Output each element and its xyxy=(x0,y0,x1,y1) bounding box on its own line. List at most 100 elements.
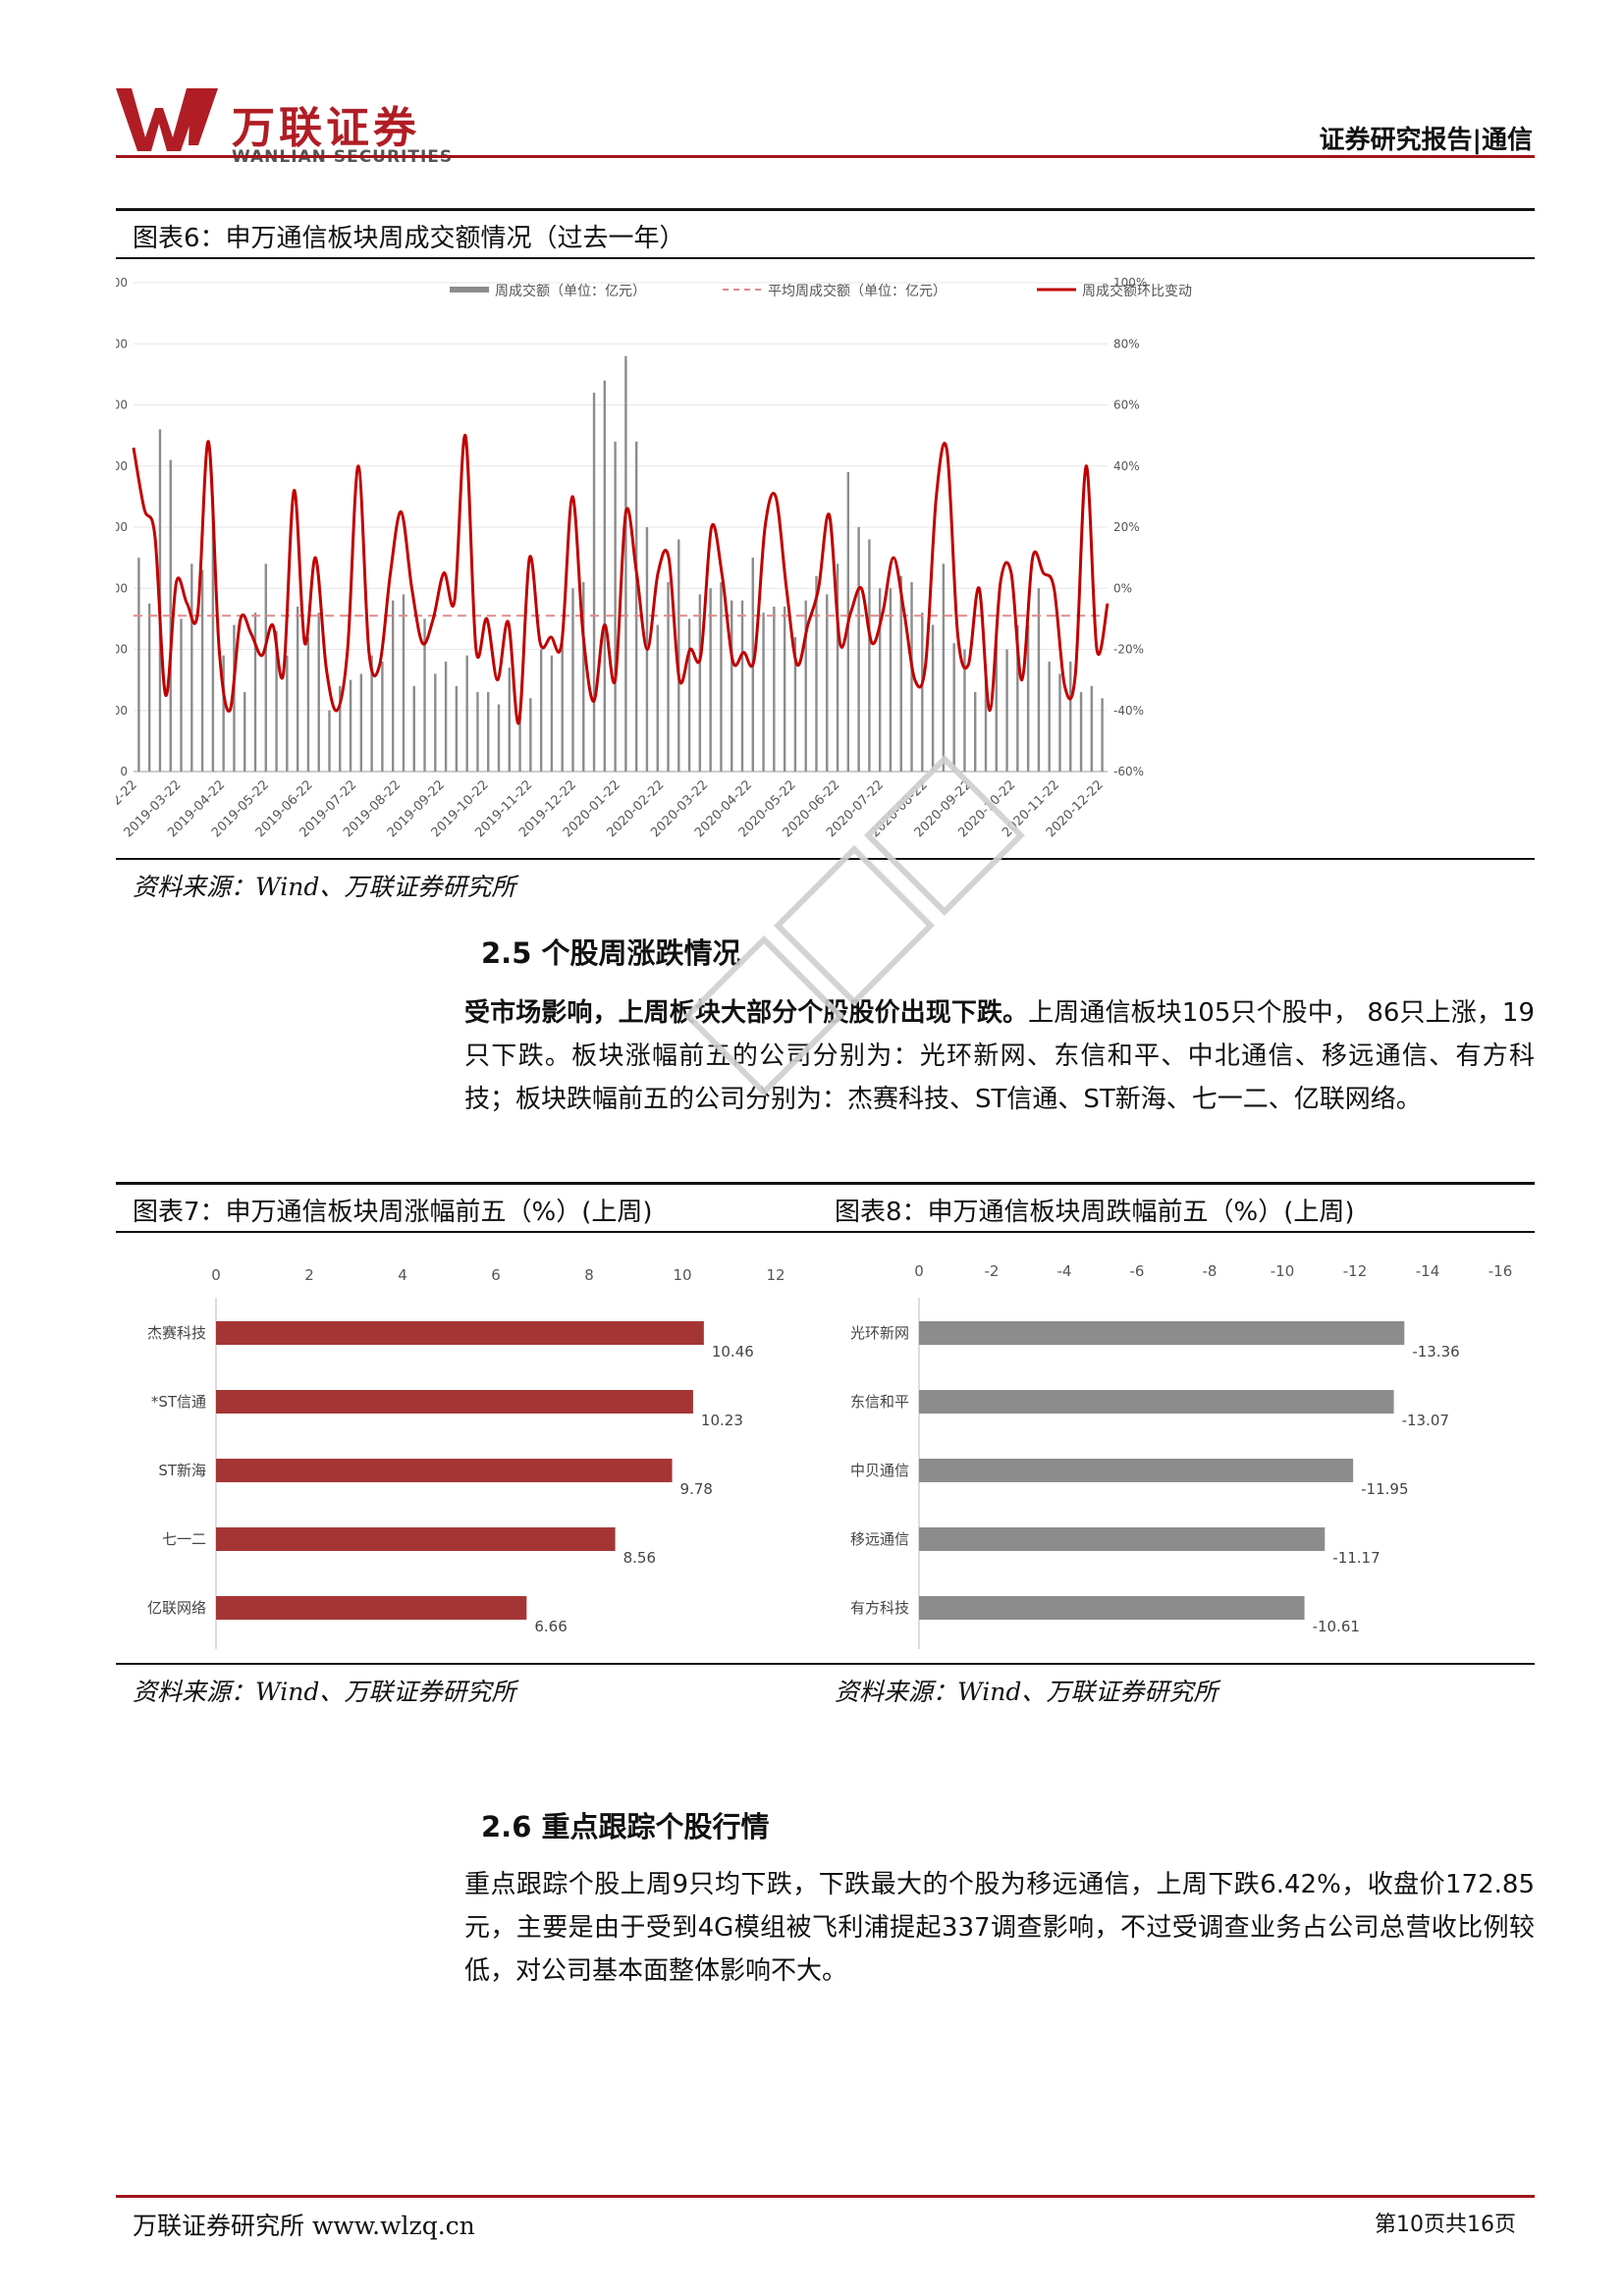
logo-cn-text: 万联证券 xyxy=(232,103,420,153)
volume-bar xyxy=(222,655,225,772)
value-bar xyxy=(216,1527,616,1551)
figure78-bottom-rule xyxy=(116,1663,1535,1665)
category-label: 有方科技 xyxy=(850,1599,909,1617)
y-right-tick-label: 0% xyxy=(1113,581,1132,595)
volume-bar xyxy=(826,594,829,772)
section-2-6-heading: 2.6 重点跟踪个股行情 xyxy=(481,1810,770,1843)
volume-bar xyxy=(603,380,607,772)
volume-bar xyxy=(1016,624,1019,772)
x-tick-label: 6 xyxy=(491,1266,501,1284)
value-label: 8.56 xyxy=(623,1549,656,1567)
volume-bar xyxy=(889,588,893,772)
volume-bar xyxy=(550,655,554,772)
volume-bar xyxy=(740,600,744,772)
legend-bar-swatch xyxy=(450,287,489,293)
category-label: 亿联网络 xyxy=(147,1599,206,1617)
figure7-source: 资料来源：Wind、万联证券研究所 xyxy=(133,1678,516,1706)
value-bar xyxy=(919,1527,1326,1551)
volume-bar xyxy=(624,355,627,772)
volume-bar xyxy=(868,539,871,772)
report-type: 证券研究报告|通信 xyxy=(1319,126,1534,155)
section-2-6-paragraph: 重点跟踪个股上周9只均下跌，下跌最大的个股为移远通信，上周下跌6.42%，收盘价… xyxy=(464,1870,1535,1986)
volume-bar xyxy=(381,661,384,772)
volume-bar xyxy=(931,624,935,772)
volume-bar xyxy=(487,692,490,772)
y-right-tick-label: -40% xyxy=(1113,704,1144,718)
volume-bar xyxy=(455,685,459,772)
volume-bar xyxy=(233,624,236,772)
volume-bar xyxy=(180,618,183,772)
volume-bar xyxy=(963,649,966,772)
x-tick-label: -6 xyxy=(1130,1262,1145,1280)
figure6-top-rule xyxy=(116,208,1535,211)
figure78-title-rule xyxy=(116,1231,1535,1233)
volume-bar xyxy=(539,649,543,772)
volume-bar xyxy=(412,685,415,772)
header-divider xyxy=(116,155,1535,158)
x-tick-label: -14 xyxy=(1416,1262,1440,1280)
volume-bar xyxy=(1069,661,1072,772)
logo-w-icon xyxy=(116,88,218,151)
volume-bar xyxy=(698,594,702,772)
value-bar xyxy=(216,1596,527,1620)
category-label: 东信和平 xyxy=(850,1393,909,1411)
wow-change-line xyxy=(132,434,1110,725)
figure6-source: 资料来源：Wind、万联证券研究所 xyxy=(133,873,516,901)
volume-bar xyxy=(1037,588,1041,772)
volume-bar xyxy=(561,643,564,772)
y-right-tick-label: -60% xyxy=(1113,765,1144,778)
x-tick-label: 2 xyxy=(304,1266,314,1284)
value-bar xyxy=(919,1596,1305,1620)
x-tick-label: 10 xyxy=(673,1266,691,1284)
figure7-chart: 0 2 4 6 8 10 12 杰赛科技 10.46 *ST信通 10.23 ST新海 9.78 七一二 8… xyxy=(147,1266,785,1649)
y-left-tick-label: 600 xyxy=(116,399,128,412)
category-label: 光环新网 xyxy=(850,1324,909,1342)
volume-bar xyxy=(391,600,395,772)
volume-bar xyxy=(952,643,955,772)
category-label: 七一二 xyxy=(162,1530,206,1548)
volume-bar xyxy=(1090,685,1094,772)
x-tick-label: -10 xyxy=(1271,1262,1295,1280)
volume-bar xyxy=(317,613,320,772)
volume-bar xyxy=(137,558,140,772)
y-right-tick-label: 40% xyxy=(1113,459,1140,473)
footer-institute: 万联证券研究所 www.wlzq.cn xyxy=(133,2212,475,2240)
volume-bar xyxy=(200,569,204,772)
volume-bar xyxy=(1005,649,1008,772)
volume-bar xyxy=(328,710,331,772)
volume-bar xyxy=(815,575,818,772)
y-left-tick-label: 0 xyxy=(120,765,128,778)
volume-bar xyxy=(687,618,691,772)
volume-bar xyxy=(296,606,299,772)
figure7-title: 图表7：申万通信板块周涨幅前五（%）(上周) xyxy=(133,1198,653,1227)
volume-bar xyxy=(306,637,310,772)
value-label: -13.36 xyxy=(1412,1343,1459,1361)
volume-bar xyxy=(1079,692,1083,772)
volume-bar xyxy=(508,667,511,772)
volume-bar xyxy=(1101,698,1104,772)
volume-bar xyxy=(444,661,448,772)
volume-bar xyxy=(773,606,776,772)
section-2-5-body: 上周通信板块105只个股中， 86只上涨，19只下跌。板块涨幅前五的公司分别为：… xyxy=(464,998,1535,1114)
value-label: 9.78 xyxy=(680,1480,713,1498)
y-left-tick-label: 800 xyxy=(116,276,128,290)
volume-bar xyxy=(899,575,902,772)
volume-bar xyxy=(339,685,342,772)
y-right-tick-label: 100% xyxy=(1113,276,1147,290)
volume-bar xyxy=(275,630,278,772)
y-right-tick-label: 60% xyxy=(1113,399,1140,412)
legend-average: 平均周成交额（单位：亿元） xyxy=(768,283,947,299)
volume-bar xyxy=(836,563,839,772)
figure6-bottom-rule xyxy=(116,858,1535,860)
section-2-5-paragraph: 受市场影响，上周板块大部分个股股价出现下跌。上周通信板块105只个股中， 86只… xyxy=(464,991,1535,1121)
y-left-tick-label: 500 xyxy=(116,459,128,473)
value-bar xyxy=(919,1390,1394,1414)
value-label: -10.61 xyxy=(1313,1618,1360,1635)
y-right-tick-label: 80% xyxy=(1113,337,1140,350)
value-bar xyxy=(216,1390,693,1414)
volume-bar xyxy=(1048,661,1051,772)
volume-bar xyxy=(634,441,638,772)
volume-bar xyxy=(910,582,913,772)
y-left-tick-label: 200 xyxy=(116,643,128,657)
category-label: 杰赛科技 xyxy=(147,1324,206,1342)
